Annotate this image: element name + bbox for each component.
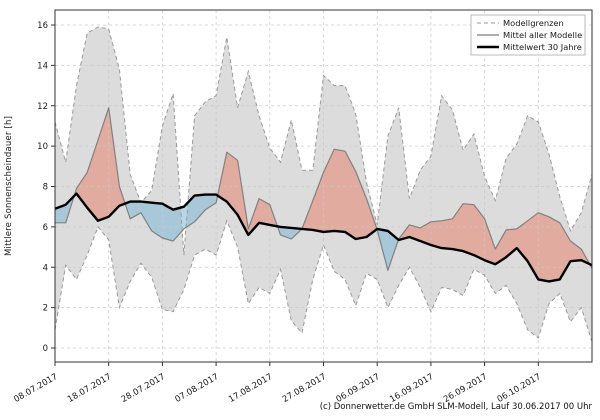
mean-30y-line <box>54 192 593 283</box>
y-tick-label: 12 <box>37 102 48 112</box>
y-tick-label: 14 <box>37 61 48 71</box>
legend-item-label: Mittelwert 30 Jahre <box>503 42 582 52</box>
above-normal-fill <box>217 152 278 235</box>
y-tick-label: 2 <box>43 304 48 314</box>
above-normal-fill <box>398 203 590 282</box>
y-tick-label: 6 <box>43 223 48 233</box>
legend-item-label: Mittel aller Modelle <box>503 30 582 40</box>
below-normal-fill <box>55 196 75 223</box>
y-tick-label: 16 <box>37 21 48 31</box>
y-tick-label: 10 <box>37 142 48 152</box>
legend-item-label: Modellgrenzen <box>503 18 564 28</box>
legend: Modellgrenzen Mittel aller Modelle Mittelw… <box>470 14 586 56</box>
model-range-lower-edge <box>54 219 593 343</box>
y-tick-label: 0 <box>43 344 48 354</box>
y-axis-label: Mittlere Sonnenscheindauer [h] <box>4 115 14 257</box>
source-caption: (c) Donnerwetter.de GmbH SLM-Modell, Lau… <box>319 402 592 412</box>
x-tick-label: 07.08.2017 <box>173 372 220 405</box>
y-tick-label: 4 <box>43 263 48 273</box>
above-normal-fill <box>302 149 377 239</box>
x-tick-label: 16.09.2017 <box>388 372 435 405</box>
below-normal-fill <box>125 194 218 241</box>
x-tick-label: 06.09.2017 <box>335 372 382 405</box>
y-tick-label: 8 <box>43 183 48 193</box>
model-range-upper-edge <box>54 26 593 256</box>
x-tick-label: 27.08.2017 <box>281 372 328 405</box>
x-tick-label: 08.07.2017 <box>12 372 59 405</box>
model-mean-line <box>55 107 593 271</box>
x-tick-label: 17.08.2017 <box>227 372 274 405</box>
x-tick-label: 18.07.2017 <box>66 372 113 405</box>
x-tick-label: 28.07.2017 <box>120 372 167 405</box>
below-normal-fill <box>376 228 399 271</box>
x-tick-label: 06.10.2017 <box>496 372 543 405</box>
x-tick-label: 26.09.2017 <box>442 372 489 405</box>
